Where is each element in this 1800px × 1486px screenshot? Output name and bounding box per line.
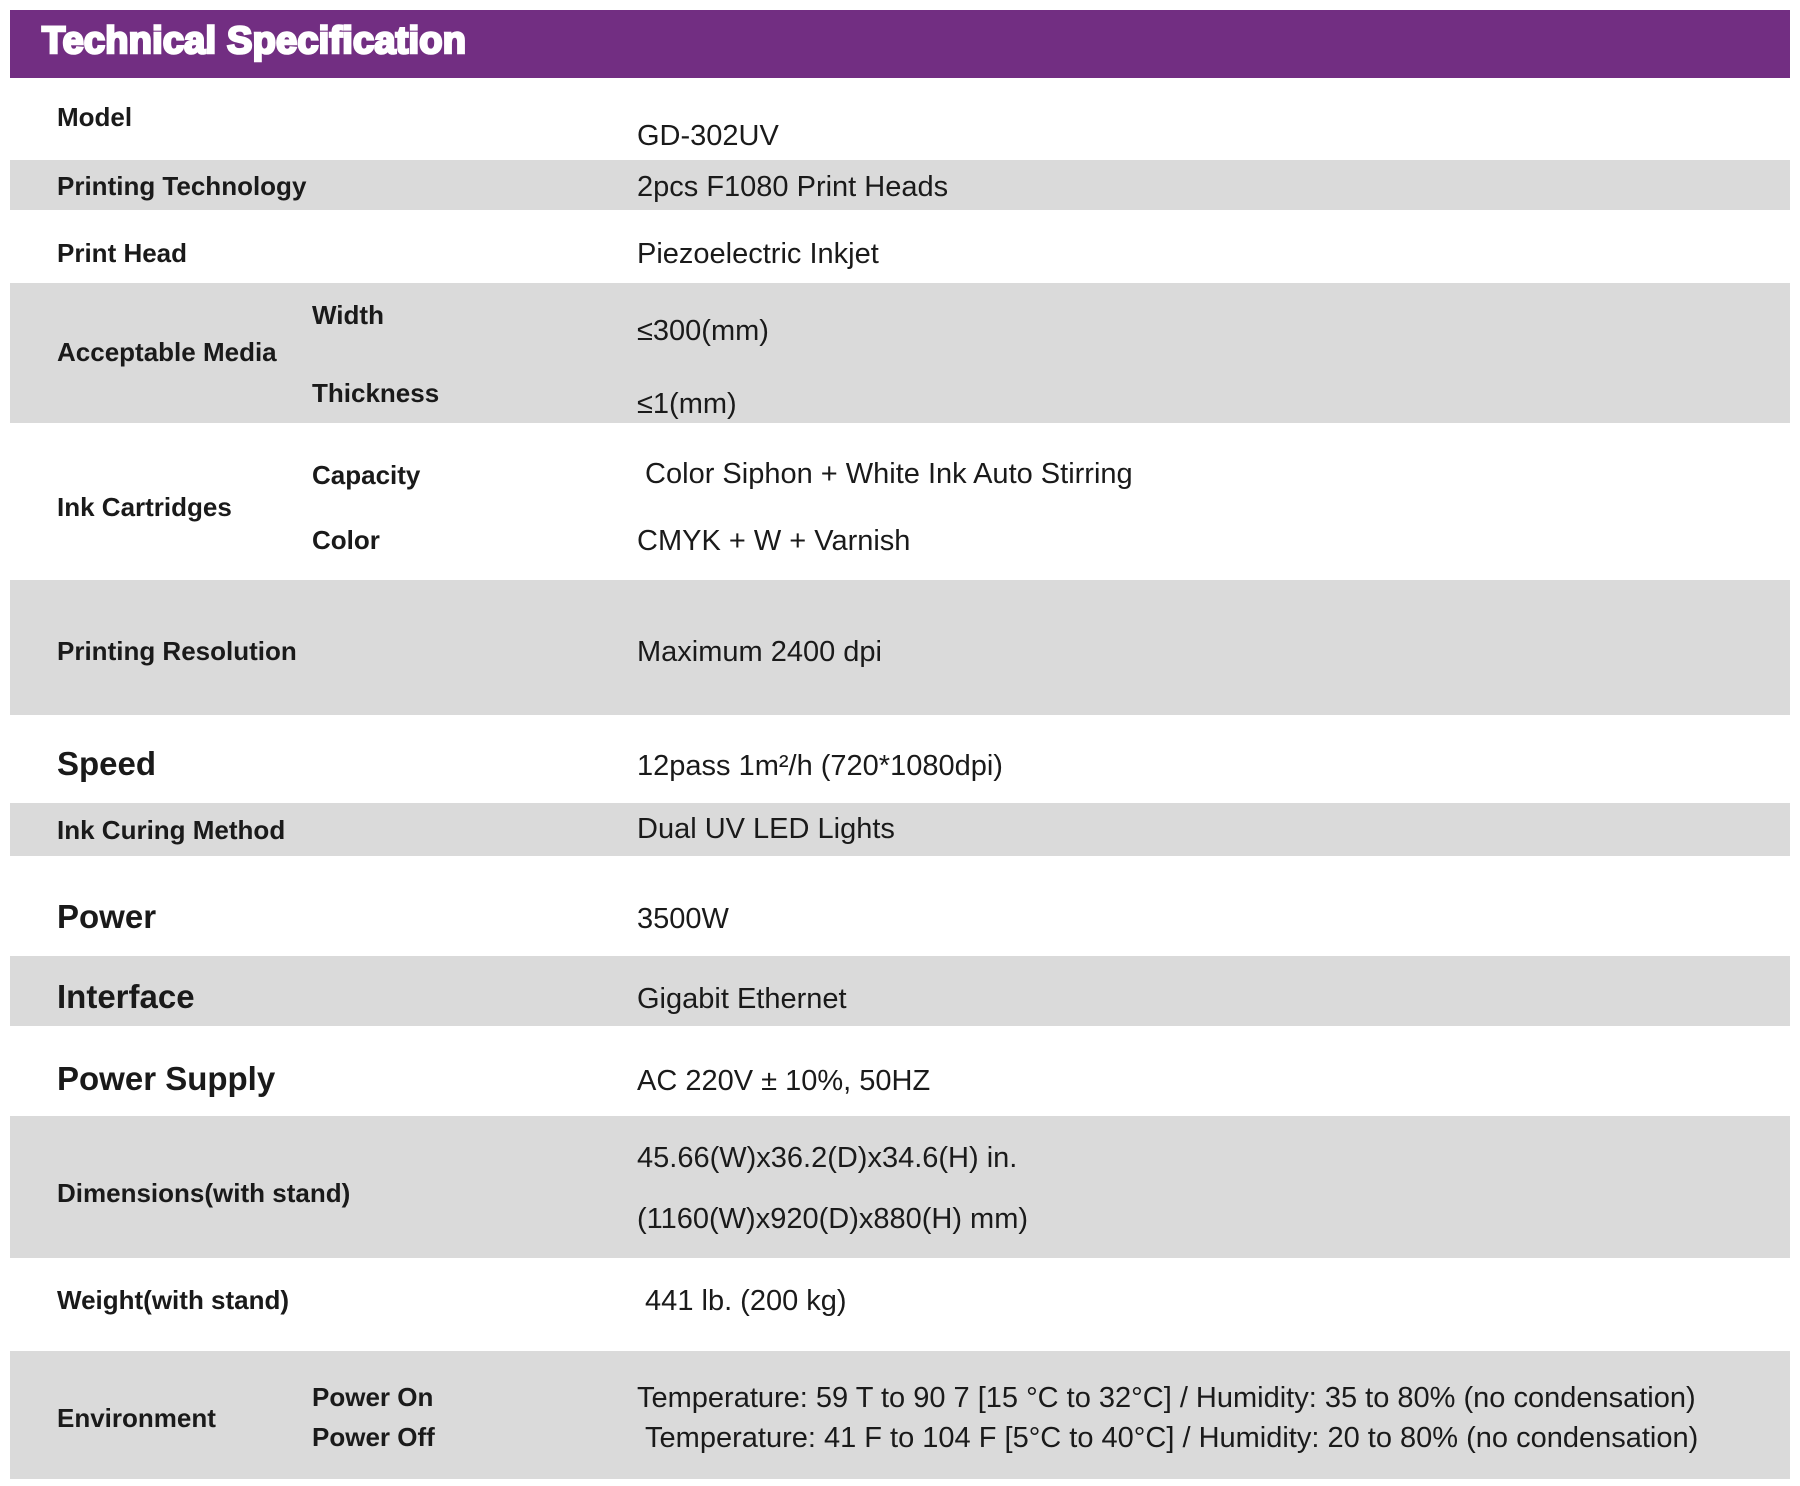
svg-text:Technical Specification: Technical Specification — [42, 20, 466, 62]
